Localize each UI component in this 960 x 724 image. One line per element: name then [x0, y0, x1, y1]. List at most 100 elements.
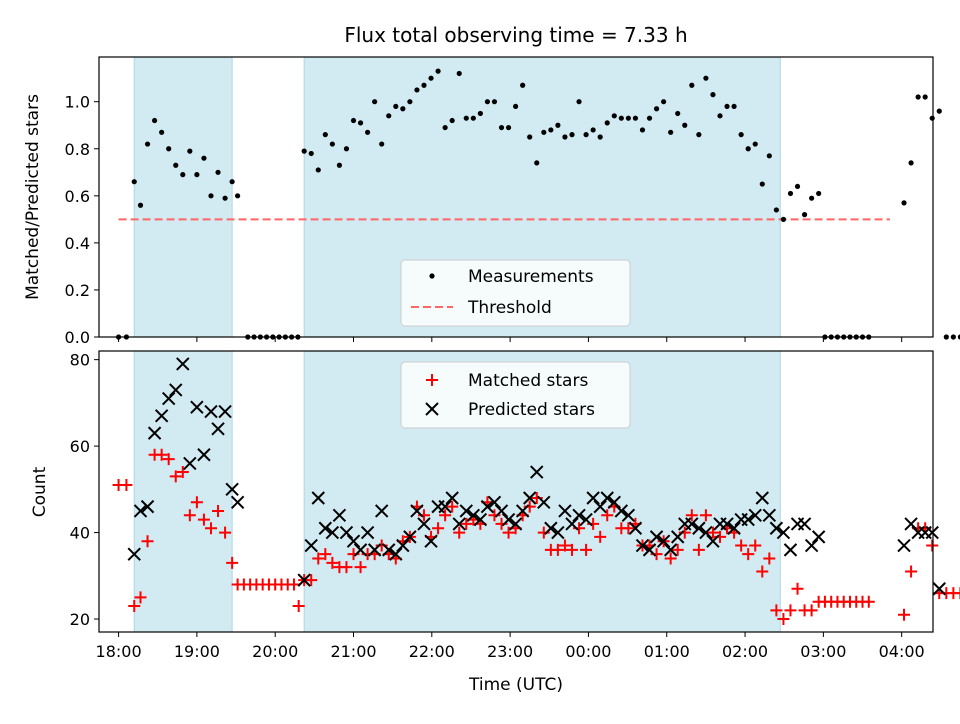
matched-star-point	[162, 453, 175, 466]
matched-star-point	[784, 604, 797, 617]
matched-star-point	[706, 526, 719, 539]
measurement-point	[773, 207, 779, 213]
measurement-point	[442, 124, 448, 131]
predicted-star-point	[811, 530, 826, 544]
shaded-interval-1	[133, 350, 233, 633]
matched-star-point	[453, 526, 466, 539]
predicted-star-point	[218, 404, 232, 419]
matched-star-point	[791, 582, 804, 595]
predicted-star-point	[783, 543, 798, 557]
top-x-ticks	[118, 337, 903, 342]
predicted-star-point	[452, 517, 466, 531]
matched-star-point	[898, 608, 911, 621]
measurement-point	[222, 195, 228, 201]
predicted-star-point	[642, 543, 657, 557]
matched-star-point	[565, 543, 578, 556]
predicted-star-point	[508, 517, 523, 531]
predicted-star-point	[225, 482, 239, 497]
predicted-star-point	[776, 525, 791, 540]
predicted-star-point	[297, 573, 311, 587]
measurement-point	[759, 181, 765, 187]
predicted-star-point	[797, 517, 812, 531]
measurement-point	[618, 115, 624, 121]
predicted-star-point	[699, 525, 713, 540]
matched-star-point	[439, 509, 452, 522]
predicted-star-point	[769, 521, 784, 535]
predicted-star-point	[367, 543, 382, 557]
legend-measurements-marker	[429, 273, 435, 279]
predicted-star-point	[183, 456, 197, 471]
predicted-star-point	[727, 521, 741, 535]
measurement-point	[208, 193, 214, 199]
measurement-point	[675, 110, 681, 117]
matched-star-point	[685, 509, 698, 522]
predicted-star-point	[565, 517, 579, 531]
predicted-star-point	[586, 491, 600, 505]
matched-star-point	[446, 500, 459, 513]
matched-star-point	[292, 600, 305, 613]
predicted-star-point	[551, 525, 565, 540]
matched-star-point	[699, 509, 712, 522]
predicted-star-point	[204, 404, 218, 419]
matched-star-point	[141, 535, 154, 548]
matched-star-point	[954, 587, 960, 600]
measurement-point	[235, 193, 241, 199]
predicted-star-point	[487, 495, 502, 510]
measurement-point	[731, 103, 737, 110]
legend-matched-label: Matched stars	[468, 371, 588, 391]
measurement-point	[632, 115, 639, 121]
predicted-star-point	[530, 465, 544, 479]
matched-star-point	[326, 556, 339, 569]
predicted-star-point	[925, 525, 939, 540]
matched-star-point	[319, 548, 332, 561]
measurement-point	[301, 148, 307, 154]
measurement-point	[513, 103, 519, 110]
x-tick-label: 19:00	[174, 642, 220, 661]
y-tick-label: 0.6	[65, 187, 90, 206]
measurement-point	[144, 141, 151, 147]
y-tick-label: 0.8	[65, 140, 90, 159]
predicted-star-point	[600, 491, 614, 505]
matched-star-point	[212, 504, 225, 517]
y-tick-label: 80	[70, 351, 90, 370]
measurement-point	[562, 134, 568, 140]
y-tick-label: 20	[70, 610, 90, 629]
predicted-star-point	[403, 530, 417, 544]
matched-star-point	[305, 574, 318, 587]
measurement-point	[131, 179, 137, 185]
predicted-star-point	[190, 400, 204, 414]
predicted-star-point	[353, 543, 368, 557]
y-tick-label: 40	[70, 524, 90, 543]
predicted-star-point	[558, 504, 572, 518]
measurement-point	[943, 334, 949, 340]
y-tick-label: 0.0	[65, 328, 90, 347]
matched-star-point	[601, 509, 614, 522]
predicted-star-point	[127, 547, 141, 561]
matched-star-point	[183, 509, 196, 522]
legend-predicted-marker	[425, 402, 439, 416]
top-legend-box	[400, 259, 631, 327]
measurement-point	[435, 68, 441, 74]
measurement-point	[527, 134, 533, 140]
measurement-point	[936, 108, 942, 114]
predicted-star-point	[692, 521, 706, 535]
y-tick-label: 0.4	[65, 234, 90, 253]
legend-predicted-label: Predicted stars	[468, 400, 595, 420]
matched-star-point	[692, 543, 705, 556]
matched-star-point	[340, 561, 353, 574]
matched-star-point	[176, 466, 189, 479]
measurement-point	[470, 115, 476, 121]
predicted-star-point	[318, 521, 333, 535]
measurement-point	[957, 334, 960, 340]
top-y-axis-label: Matched/Predicted stars	[23, 94, 43, 300]
matched-star-point	[120, 479, 133, 492]
measurement-point	[463, 115, 469, 121]
measurement-point	[950, 334, 956, 340]
matched-star-point	[432, 522, 445, 535]
measurement-point	[137, 202, 144, 208]
measurement-point	[780, 216, 787, 222]
x-tick-label: 21:00	[330, 642, 376, 661]
matched-star-point	[312, 552, 325, 565]
measurement-point	[215, 169, 221, 175]
